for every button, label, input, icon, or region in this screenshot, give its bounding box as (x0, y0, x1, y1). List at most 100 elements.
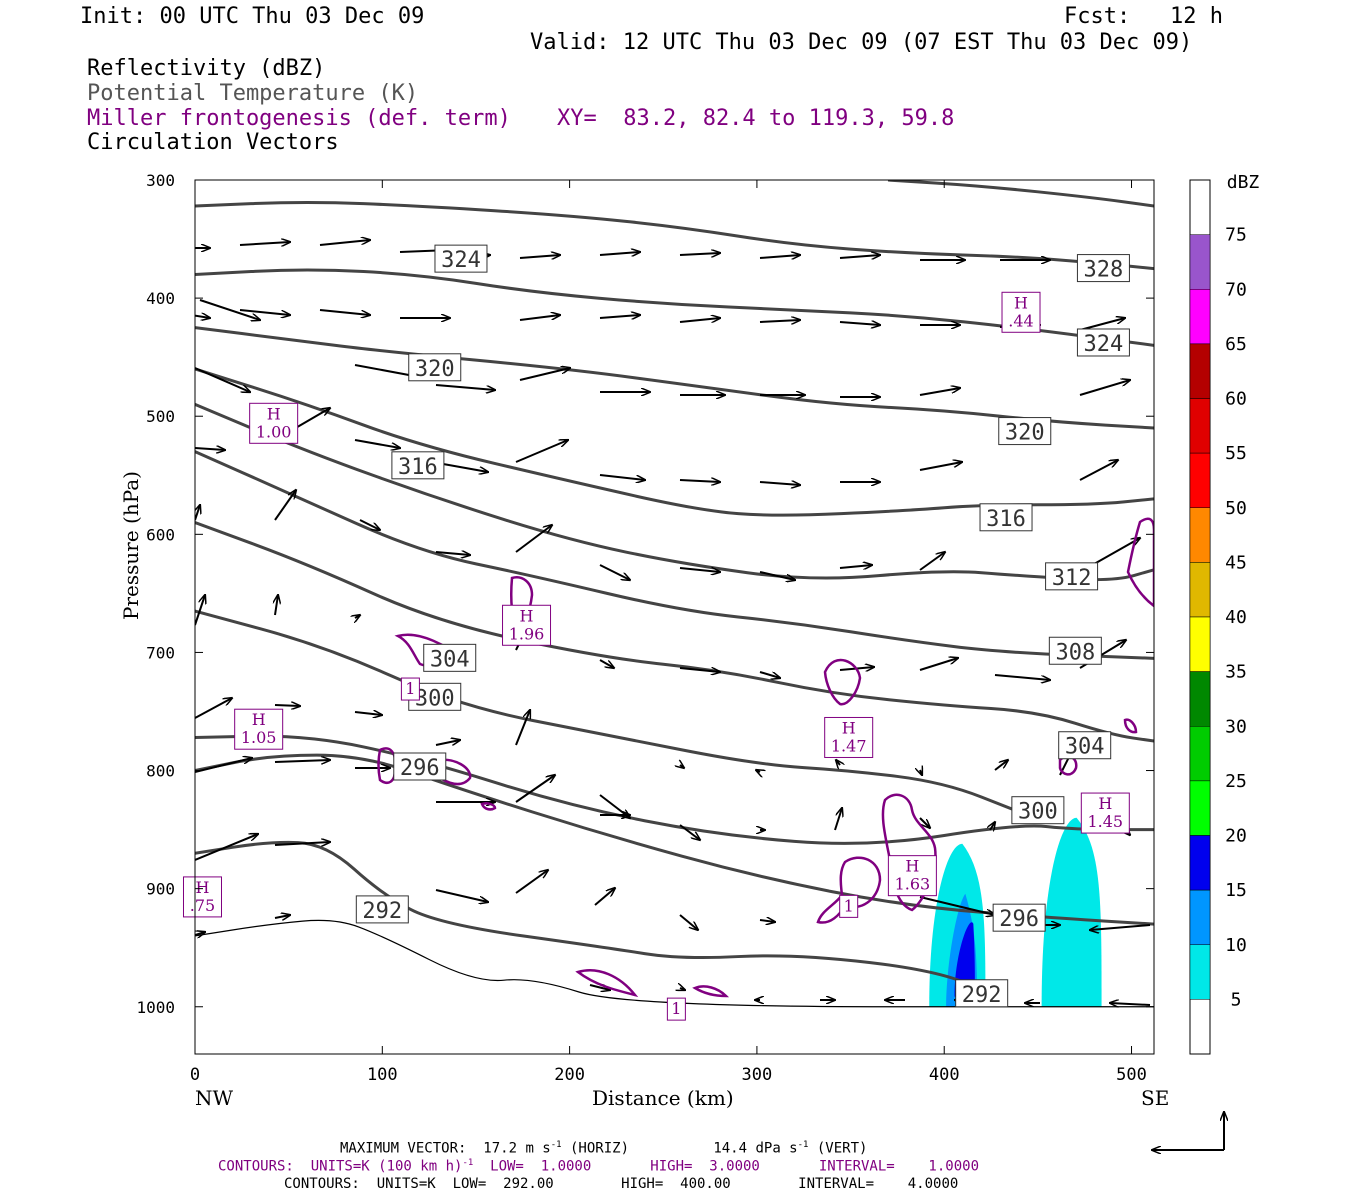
frontogenesis-label-box (1001, 291, 1041, 333)
frontogenesis-label-box (182, 876, 222, 918)
x-tick-label: 300 (742, 1065, 773, 1085)
plot-frame (194, 179, 1155, 1055)
frontogenesis-max-label: H (1014, 293, 1028, 312)
frontogenesis-max-label: 1 (844, 896, 854, 915)
theta-label: 316 (986, 507, 1026, 532)
colorbar-swatch (1189, 835, 1211, 891)
circulation-vector (919, 552, 945, 571)
field-theta: Potential Temperature (K) (87, 81, 419, 106)
colorbar-unit: dBZ (1227, 172, 1260, 193)
circulation-vector (319, 309, 370, 315)
theta-label: 304 (1065, 735, 1105, 760)
frontogenesis-label-box (1080, 792, 1130, 834)
colorbar-label: 30 (1225, 716, 1247, 737)
theta-label: 292 (962, 983, 1002, 1008)
frontogenesis-max-label: 1 (405, 679, 415, 698)
circulation-vector (199, 299, 260, 320)
x-left-label: NW (195, 1086, 234, 1110)
circulation-vector (239, 242, 290, 245)
circulation-vector (319, 240, 370, 246)
frontogenesis-label-box (666, 997, 686, 1021)
circulation-vector (195, 505, 200, 521)
colorbar-label: 25 (1225, 771, 1247, 792)
x-tick-label: 100 (367, 1065, 398, 1085)
colorbar-label: 35 (1225, 662, 1247, 683)
colorbar-swatch (1189, 289, 1211, 345)
circulation-vector (919, 817, 930, 828)
circulation-vector (30, 340, 80, 355)
reflectivity-cell-15dbz (954, 922, 975, 998)
circulation-vector (1090, 924, 1151, 930)
colorbar-swatch (1189, 452, 1211, 508)
theta-label: 320 (415, 357, 455, 382)
theta-label-box (955, 979, 1009, 1008)
frontogenesis-contour (692, 985, 730, 998)
frontogenesis-contour (1126, 517, 1154, 608)
circulation-vector (599, 315, 640, 318)
circulation-vector (1079, 318, 1125, 331)
frontogenesis-label-box (824, 716, 874, 758)
circulation-vector (589, 985, 610, 990)
field-vectors: Circulation Vectors (87, 130, 339, 155)
circulation-vector (994, 674, 1050, 680)
colorbar-swatch (1189, 780, 1211, 836)
frontogenesis-max-label: H (196, 878, 210, 897)
colorbar-swatch (1189, 234, 1211, 290)
circulation-vector (679, 318, 720, 323)
theta-contour-line (195, 753, 1154, 926)
circulation-vector (354, 712, 382, 715)
frontogenesis-label-box (502, 604, 552, 646)
theta-contour-line (195, 200, 1154, 271)
circulation-vector (834, 808, 842, 831)
frontogenesis-contour (480, 802, 497, 811)
circulation-vector (195, 367, 250, 392)
circulation-vector (679, 914, 698, 930)
circulation-vector (354, 439, 400, 448)
circulation-vector (435, 384, 495, 390)
colorbar-swatch (1189, 343, 1211, 399)
theta-contour-line (195, 450, 1154, 660)
frontogenesis-contour (816, 856, 882, 924)
reflectivity-cell-5dbz (1041, 817, 1102, 1007)
circulation-vector (195, 932, 205, 935)
frontogenesis-max-label: H (1098, 794, 1112, 813)
theta-contour-line (195, 609, 1020, 814)
frontogenesis-max-label: H (520, 606, 534, 625)
x-tick-label: 200 (554, 1065, 585, 1085)
axes: 300 400 500 600 700 800 900 1000 0 100 200 300 400 50… (136, 171, 1154, 1085)
circulation-vector (756, 770, 760, 772)
frontogenesis-contour (575, 969, 639, 998)
theta-label-box (391, 451, 445, 480)
theta-label-box (998, 417, 1052, 446)
x-tick-label: 500 (1116, 1065, 1147, 1085)
colorbar-swatch (1189, 889, 1211, 945)
circulation-vector (435, 552, 470, 555)
circulation-vector (839, 255, 880, 258)
y-tick-label: 500 (146, 407, 175, 426)
circulation-vector (836, 760, 840, 765)
circulation-vector (239, 309, 290, 315)
circulation-vector (839, 322, 880, 325)
colorbar-label: 50 (1225, 498, 1247, 519)
circulation-vector (515, 440, 568, 463)
frontogenesis-max-label: 1.96 (509, 624, 545, 643)
theta-contour-line (195, 919, 1154, 1008)
circulation-vector (759, 671, 780, 678)
colorbar-swatch (1189, 671, 1211, 727)
theta-contour-info: CONTOURS: UNITS=K LOW= 292.00 HIGH= 400.… (284, 1176, 959, 1192)
theta-label: 320 (1005, 421, 1045, 446)
field-reflectivity: Reflectivity (dBZ) (87, 56, 326, 81)
colorbar-label: 5 (1231, 989, 1242, 1010)
field-frontogenesis: Miller frontogenesis (def. term) (87, 106, 511, 131)
frontogenesis-max-label: .44 (1008, 311, 1033, 330)
colorbar-label: 15 (1225, 880, 1247, 901)
y-axis-title: Pressure (hPa) (119, 471, 143, 620)
circulation-vector (920, 770, 922, 775)
colorbar-label: 45 (1225, 552, 1247, 573)
y-tick-label: 900 (146, 880, 175, 899)
circulation-vector (1110, 1003, 1151, 1005)
circulation-vector (195, 698, 232, 719)
circulation-vector (435, 740, 460, 746)
y-tick-label: 800 (146, 762, 175, 781)
